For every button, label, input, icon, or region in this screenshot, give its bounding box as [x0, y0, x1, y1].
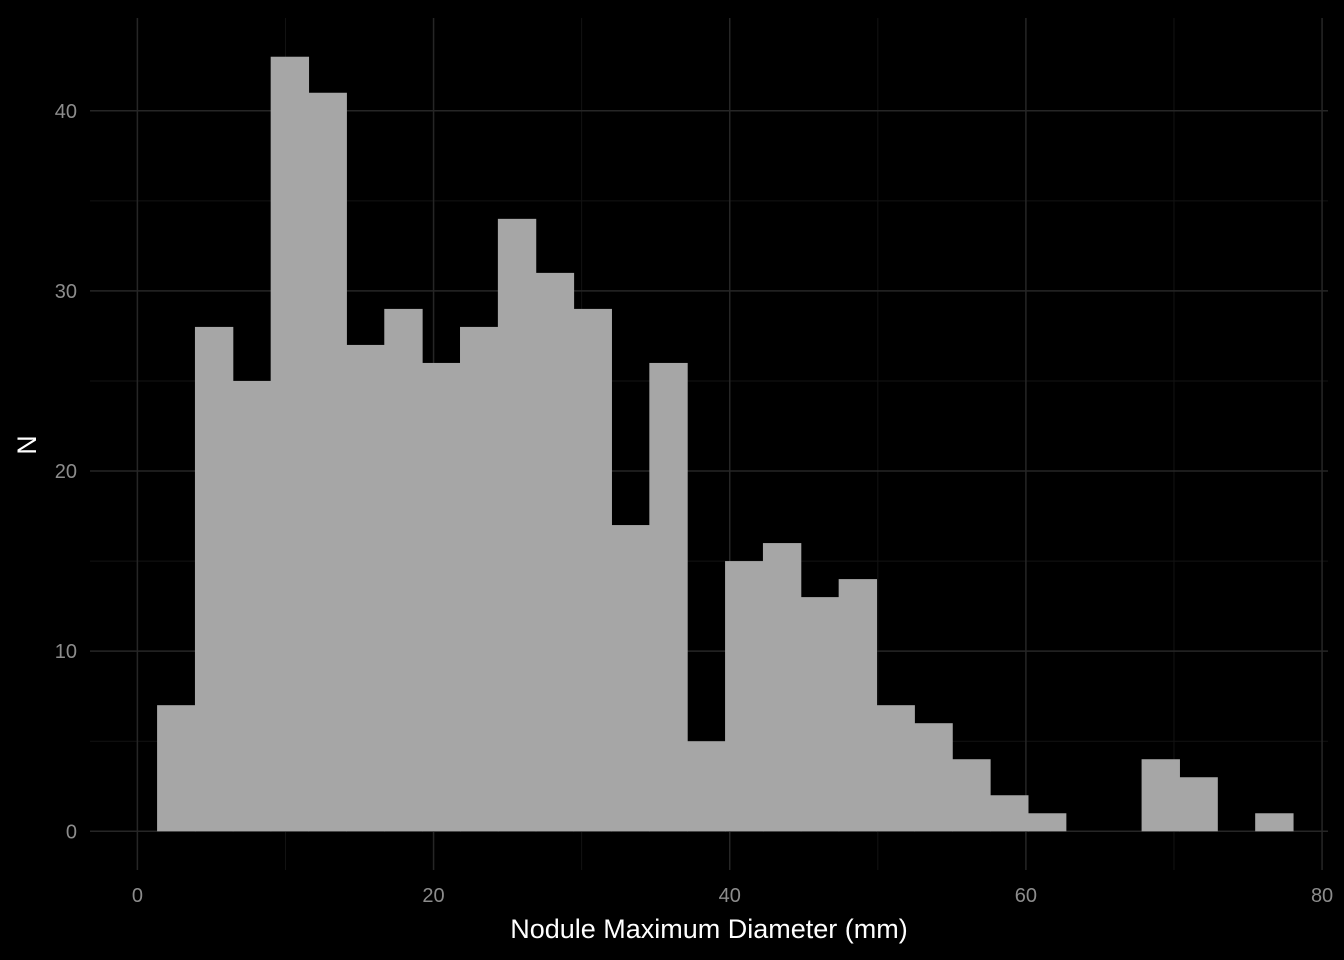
y-axis-title: N [12, 435, 42, 455]
histogram-bar [1255, 813, 1294, 832]
histogram-bar [157, 705, 196, 832]
y-tick-label: 20 [55, 461, 77, 483]
histogram-bar [1027, 813, 1067, 832]
y-tick-label: 10 [55, 641, 77, 663]
histogram-bar [346, 344, 385, 832]
x-tick-label: 20 [422, 885, 444, 907]
histogram-bar [497, 218, 537, 832]
x-tick-label: 0 [132, 885, 143, 907]
histogram-bar [194, 326, 234, 832]
histogram-bar [649, 362, 688, 832]
y-axis-tick-labels: 0 10 20 30 40 [55, 101, 77, 844]
x-axis-title: Nodule Maximum Diameter (mm) [510, 914, 908, 944]
histogram-bar [800, 597, 840, 832]
histogram-bar [573, 308, 612, 832]
histogram-bar [422, 362, 461, 832]
histogram-bar [308, 92, 347, 832]
histogram-bar [838, 579, 878, 832]
histogram-bar [762, 543, 802, 832]
histogram-bar [952, 759, 991, 832]
histogram-bar [914, 723, 953, 832]
x-axis-tick-labels: 0 20 40 60 80 [132, 885, 1333, 907]
histogram-bar [725, 561, 764, 832]
x-tick-label: 80 [1311, 885, 1333, 907]
histogram-bars [157, 56, 1294, 832]
histogram-bar [535, 272, 575, 832]
histogram-bar [1141, 759, 1180, 832]
x-tick-label: 40 [719, 885, 741, 907]
histogram-bar [876, 705, 915, 832]
histogram-bar [270, 56, 310, 832]
histogram-bar [687, 741, 726, 832]
y-tick-label: 40 [55, 101, 77, 123]
histogram-bar [384, 308, 423, 832]
y-tick-label: 30 [55, 281, 77, 303]
histogram-bar [611, 525, 650, 832]
x-tick-label: 60 [1015, 885, 1037, 907]
histogram-bar [460, 326, 499, 832]
histogram-bar [232, 380, 272, 832]
y-tick-label: 0 [66, 821, 77, 843]
histogram-bar [1179, 777, 1218, 832]
histogram-bar [990, 795, 1029, 832]
